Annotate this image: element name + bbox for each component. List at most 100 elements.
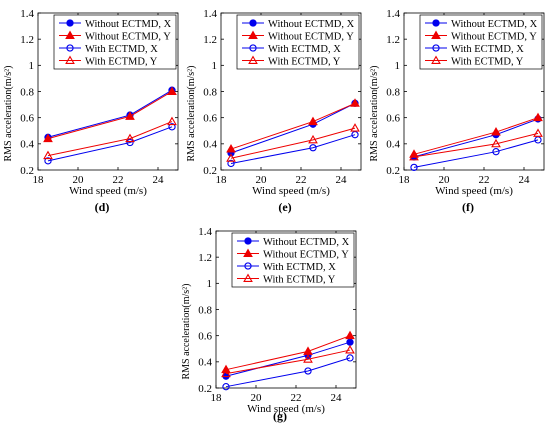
y-axis-label: RMS acceleration(m/s²) (186, 65, 197, 161)
x-axis-label: Wind speed (m/s) (435, 185, 513, 197)
series-line (225, 341, 351, 377)
legend-swatch-marker (249, 19, 257, 27)
chart-panel-d: 0.2 0.4 0.6 0.8 1 1.2 1.4 18 20 22 24 Wind speed (m… (3, 8, 179, 214)
data-point (304, 367, 312, 375)
data-point (351, 131, 359, 139)
y-axis-label: RMS acceleration(m/s²) (3, 65, 14, 161)
y-tick-label: 0.8 (203, 86, 217, 98)
y-tick-label: 1 (29, 60, 35, 72)
chart-panel-g: 0.2 0.4 0.6 0.8 1 1.2 1.4 18 20 22 24 Wind speed (m… (181, 226, 357, 423)
data-point (227, 159, 235, 168)
series-line (47, 126, 173, 162)
legend-swatch-marker (249, 44, 257, 52)
legend-swatch-marker (248, 30, 258, 39)
x-tick-label: 18 (399, 174, 411, 186)
x-tick-label: 20 (439, 174, 451, 186)
series-line (230, 127, 356, 159)
y-tick-label: 1.2 (203, 34, 217, 46)
data-point (226, 153, 236, 162)
x-tick-label: 24 (519, 174, 531, 186)
y-axis-label: RMS acceleration(m/s²) (369, 65, 380, 161)
legend-entry: With ECTMD, Y (268, 57, 341, 68)
series-1 (222, 338, 354, 380)
y-tick-label: 0.6 (198, 330, 212, 342)
series-2 (43, 86, 177, 143)
legend-entry: With ECTMD, X (263, 262, 336, 273)
series-line (413, 117, 539, 155)
y-tick-label: 1.4 (20, 8, 34, 20)
x-tick-label: 22 (113, 174, 124, 186)
x-tick-label: 22 (479, 174, 490, 186)
y-tick-label: 1 (212, 60, 218, 72)
x-axis-label: Wind speed (m/s) (247, 403, 325, 415)
y-tick-label: 1.2 (386, 34, 400, 46)
data-point (43, 150, 53, 160)
legend-swatch-marker (65, 55, 75, 64)
series-line (225, 349, 351, 375)
y-tick-label: 1.2 (20, 34, 34, 46)
y-tick-label: 1.4 (386, 8, 400, 20)
y-tick-label: 0.4 (198, 357, 212, 369)
x-tick-label: 18 (33, 174, 45, 186)
panel-label: (e) (278, 200, 291, 214)
y-tick-label: 0.2 (386, 165, 400, 177)
data-point (222, 383, 230, 391)
series-2 (226, 98, 360, 153)
data-point (168, 123, 176, 131)
panel-label: (f) (462, 200, 474, 214)
legend-swatch-marker (243, 248, 253, 257)
series-3 (222, 354, 354, 391)
panel-label: (d) (95, 200, 110, 214)
legend-entry: Without ECTMD, X (451, 19, 538, 30)
legend-swatch-marker (244, 262, 252, 270)
data-point (221, 368, 231, 378)
data-point (491, 138, 501, 148)
x-tick-label: 18 (216, 174, 228, 186)
legend-swatch-marker (244, 237, 252, 245)
series-1 (44, 86, 176, 141)
data-point (350, 98, 360, 107)
series-2 (409, 112, 543, 158)
data-point (44, 157, 52, 165)
data-point (410, 163, 418, 172)
data-point (533, 128, 543, 137)
series-4 (226, 123, 360, 162)
series-line (47, 89, 173, 138)
x-tick-label: 24 (331, 392, 343, 404)
series-4 (221, 345, 355, 378)
y-tick-label: 0.4 (386, 139, 400, 151)
y-tick-label: 0.4 (20, 139, 34, 151)
chart-panel-e: 0.2 0.4 0.6 0.8 1 1.2 1.4 18 20 22 24 Wind speed (m… (186, 8, 362, 214)
y-tick-label: 0.6 (203, 112, 217, 124)
y-tick-label: 0.2 (198, 383, 212, 395)
data-point (350, 123, 360, 132)
legend-entry: With ECTMD, Y (85, 57, 158, 68)
data-point (303, 354, 313, 363)
series-4 (43, 116, 177, 160)
y-tick-label: 0.4 (203, 139, 217, 151)
legend-entry: Without ECTMD, Y (451, 32, 537, 43)
legend-swatch-marker (432, 44, 440, 52)
series-line (225, 335, 351, 371)
legend-entry: Without ECTMD, X (263, 237, 350, 248)
data-point (346, 338, 354, 346)
series-4 (409, 128, 543, 161)
data-point (167, 116, 177, 126)
legend-swatch-marker (65, 30, 75, 39)
x-axis-label: Wind speed (m/s) (252, 185, 330, 197)
y-tick-label: 0.8 (198, 304, 212, 316)
data-point (345, 330, 355, 340)
data-point (167, 86, 177, 95)
x-tick-label: 20 (73, 174, 85, 186)
y-tick-label: 1.2 (198, 252, 212, 264)
y-tick-label: 0.6 (20, 112, 34, 124)
series-line (413, 132, 539, 158)
legend-entry: With ECTMD, Y (263, 275, 336, 286)
y-tick-label: 0.8 (20, 86, 34, 98)
y-tick-label: 0.6 (386, 112, 400, 124)
series-3 (227, 131, 359, 168)
